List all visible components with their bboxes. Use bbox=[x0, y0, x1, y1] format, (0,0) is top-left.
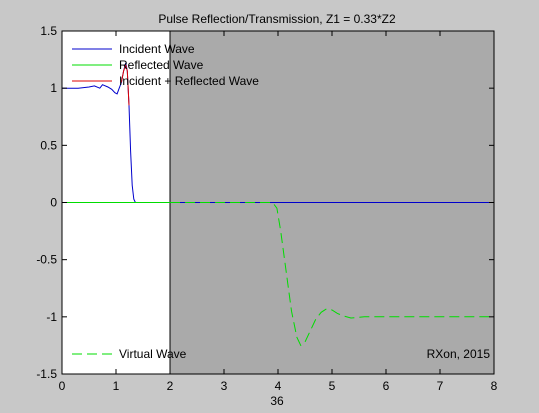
y-tick-label: 0 bbox=[50, 196, 57, 210]
x-tick-label: 5 bbox=[329, 379, 336, 393]
x-tick-label: 0 bbox=[59, 379, 66, 393]
y-tick-label: 1 bbox=[50, 81, 57, 95]
y-tick-label: 0.5 bbox=[40, 138, 57, 152]
legend-label-reflected: Reflected Wave bbox=[119, 58, 204, 72]
y-tick-label: 1.5 bbox=[40, 24, 57, 38]
x-axis-label: 36 bbox=[270, 394, 284, 408]
x-tick-label: 8 bbox=[491, 379, 498, 393]
y-tick-label: -0.5 bbox=[36, 253, 57, 267]
x-tick-label: 2 bbox=[167, 379, 174, 393]
x-tick-label: 6 bbox=[383, 379, 390, 393]
x-tick-label: 7 bbox=[437, 379, 444, 393]
legend: Incident Wave Reflected Wave Incident + … bbox=[72, 42, 259, 88]
x-tick-label: 3 bbox=[221, 379, 228, 393]
series-layer bbox=[62, 62, 494, 347]
series-line-incident-reflected-wave bbox=[120, 63, 130, 106]
x-tick-label: 4 bbox=[275, 379, 282, 393]
legend-label-virtual: Virtual Wave bbox=[119, 347, 187, 361]
ticks-layer: 0 1 2 3 4 5 6 7 8 1.5 1 0.5 0 -0.5 -1 -1.5 bbox=[36, 24, 497, 393]
chart-title: Pulse Reflection/Transmission, Z1 = 0.33… bbox=[158, 12, 396, 26]
legend-virtual: Virtual Wave bbox=[72, 347, 187, 361]
legend-label-incident: Incident Wave bbox=[119, 42, 195, 56]
credit-annotation: RXon, 2015 bbox=[427, 347, 491, 361]
y-tick-label: -1 bbox=[46, 310, 57, 324]
legend-label-sum: Incident + Reflected Wave bbox=[119, 74, 259, 88]
x-tick-label: 1 bbox=[113, 379, 120, 393]
series-line-virtual-wave bbox=[170, 202, 494, 347]
y-tick-label: -1.5 bbox=[36, 367, 57, 381]
